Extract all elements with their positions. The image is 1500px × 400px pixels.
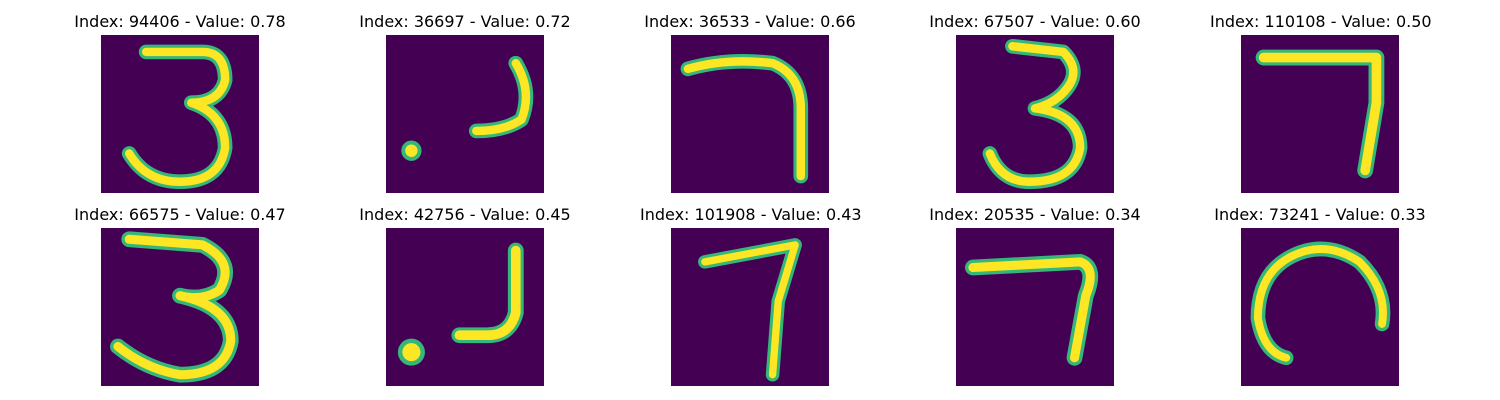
digit-0-image	[1241, 228, 1399, 386]
digit-3-image	[956, 35, 1114, 193]
panel-title: Index: 67507 - Value: 0.60	[929, 12, 1141, 31]
digit-7-image	[956, 228, 1114, 386]
dot-stroke-image	[386, 35, 544, 193]
panel-title: Index: 101908 - Value: 0.43	[640, 205, 862, 224]
panel-title: Index: 36533 - Value: 0.66	[644, 12, 856, 31]
digit-3-image	[101, 35, 259, 193]
digit-7-image	[1241, 35, 1399, 193]
dot-stroke-image	[386, 228, 544, 386]
panel-title: Index: 20535 - Value: 0.34	[929, 205, 1141, 224]
panel-title: Index: 42756 - Value: 0.45	[359, 205, 571, 224]
digit-7-image	[671, 228, 829, 386]
digit-3-image	[101, 228, 259, 386]
digit-7-image	[671, 35, 829, 193]
panel-title: Index: 66575 - Value: 0.47	[74, 205, 286, 224]
panel-title: Index: 110108 - Value: 0.50	[1210, 12, 1432, 31]
panel-title: Index: 73241 - Value: 0.33	[1214, 205, 1426, 224]
panel-title: Index: 36697 - Value: 0.72	[359, 12, 571, 31]
panel-title: Index: 94406 - Value: 0.78	[74, 12, 286, 31]
